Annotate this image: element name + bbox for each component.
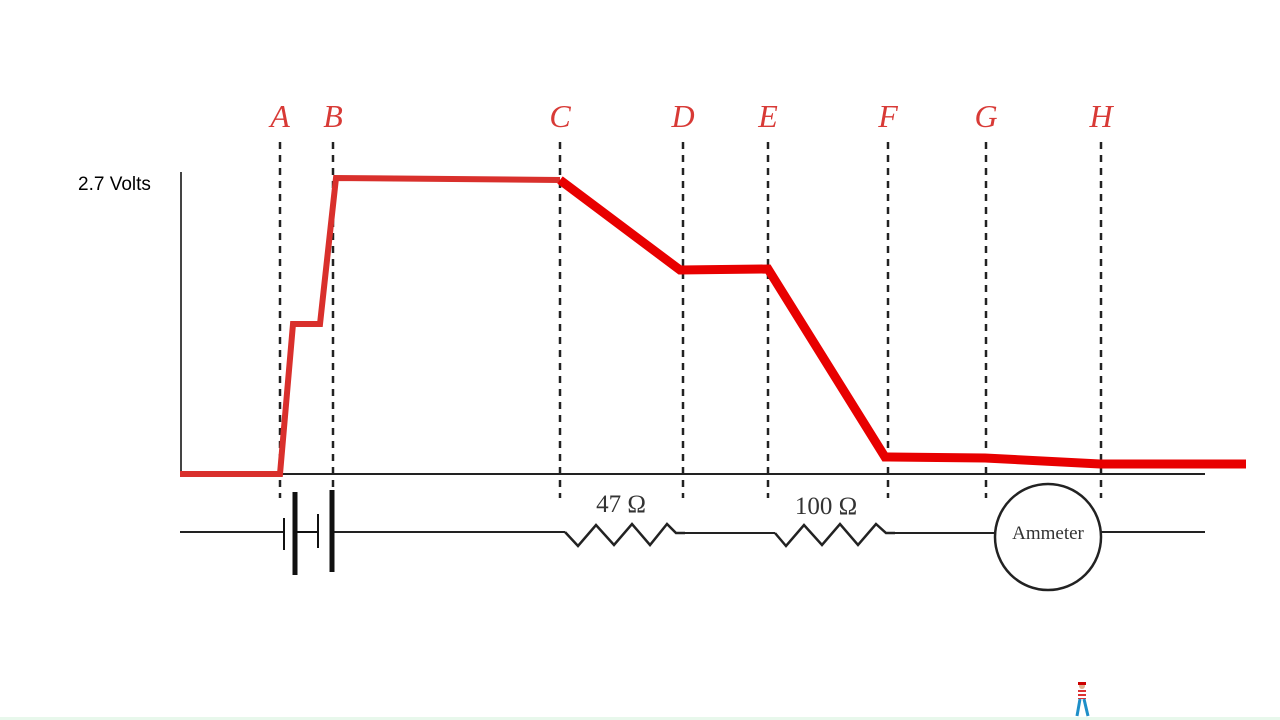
ammeter-label: Ammeter (1012, 523, 1084, 544)
potential-line-left (180, 174, 561, 477)
point-label-A: A (268, 98, 290, 134)
ammeter-icon: Ammeter (993, 482, 1103, 592)
point-label-F: F (877, 98, 898, 134)
resistor-icon (774, 522, 895, 548)
point-label-H: H (1088, 98, 1114, 134)
point-label-E: E (757, 98, 778, 134)
voltage-label: 2.7 Volts (78, 174, 151, 195)
resistor-label-47: 47 Ω (596, 491, 646, 518)
circuit (180, 531, 1205, 534)
walking-character-icon (1075, 682, 1090, 717)
point-label-C: C (549, 98, 571, 134)
resistor-label-100: 100 Ω (795, 493, 857, 520)
point-label-D: D (670, 98, 694, 134)
point-label-G: G (974, 98, 997, 134)
resistor-icon (564, 522, 685, 548)
point-label-B: B (323, 98, 343, 134)
battery-icon (283, 490, 335, 575)
bottom-strip (0, 717, 1280, 720)
potential-line-right (557, 176, 1246, 469)
